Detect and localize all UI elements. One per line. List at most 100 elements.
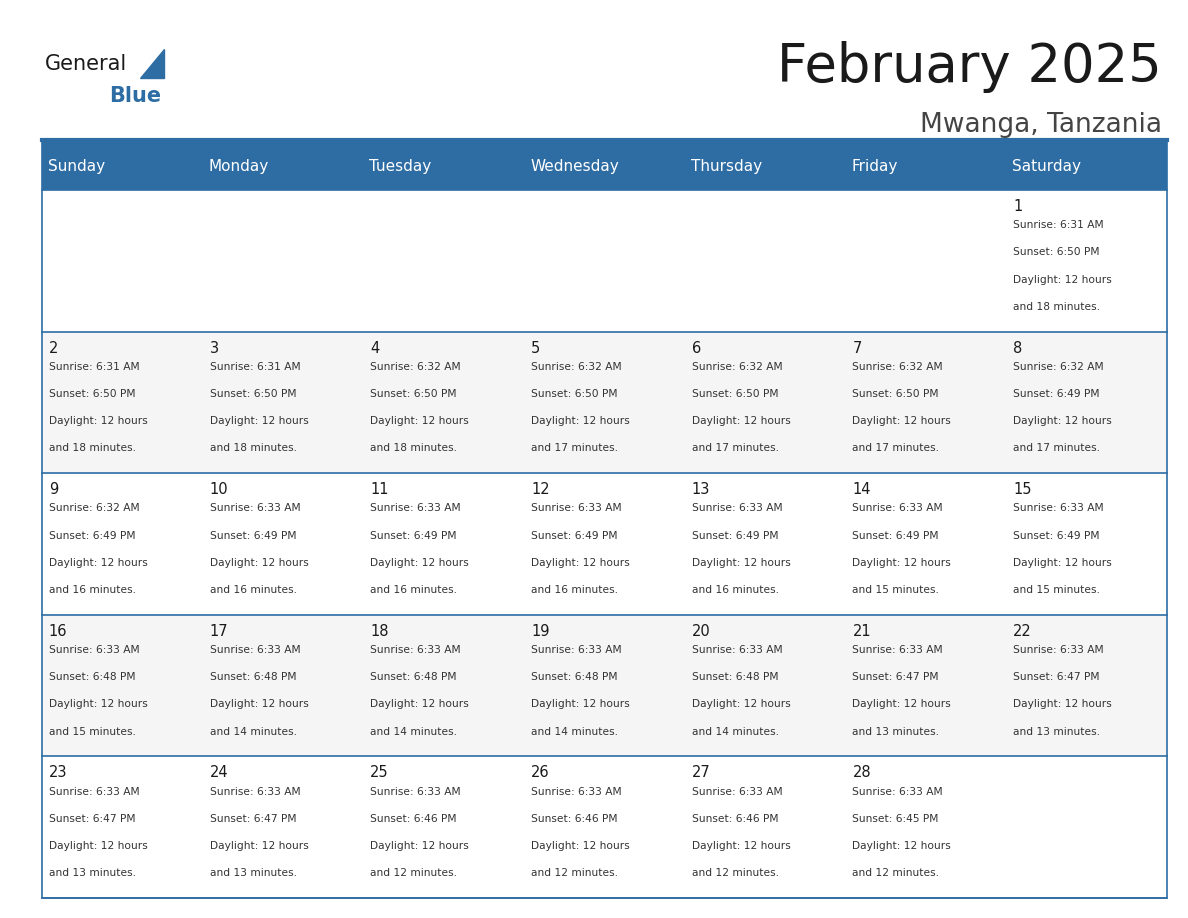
Text: and 14 minutes.: and 14 minutes. xyxy=(531,726,618,736)
Bar xyxy=(202,473,364,615)
Text: Sunset: 6:47 PM: Sunset: 6:47 PM xyxy=(49,813,135,823)
Text: Sunset: 6:49 PM: Sunset: 6:49 PM xyxy=(49,531,135,541)
Text: Wednesday: Wednesday xyxy=(530,159,619,174)
Text: Sunrise: 6:31 AM: Sunrise: 6:31 AM xyxy=(49,362,139,372)
Text: and 13 minutes.: and 13 minutes. xyxy=(209,868,297,879)
Text: and 18 minutes.: and 18 minutes. xyxy=(1013,302,1100,312)
Bar xyxy=(684,473,845,615)
Text: Sunset: 6:50 PM: Sunset: 6:50 PM xyxy=(1013,248,1100,257)
Text: Sunrise: 6:32 AM: Sunrise: 6:32 AM xyxy=(853,362,943,372)
Text: Sunset: 6:46 PM: Sunset: 6:46 PM xyxy=(371,813,456,823)
Text: Sunrise: 6:32 AM: Sunrise: 6:32 AM xyxy=(691,362,783,372)
Text: Sunset: 6:50 PM: Sunset: 6:50 PM xyxy=(209,389,296,399)
Text: 21: 21 xyxy=(853,624,871,639)
Text: Sunrise: 6:33 AM: Sunrise: 6:33 AM xyxy=(371,645,461,655)
Text: and 13 minutes.: and 13 minutes. xyxy=(49,868,135,879)
Text: 15: 15 xyxy=(1013,482,1031,498)
Bar xyxy=(845,473,1006,615)
Text: Sunrise: 6:33 AM: Sunrise: 6:33 AM xyxy=(371,787,461,797)
Text: 13: 13 xyxy=(691,482,710,498)
Bar xyxy=(364,331,524,473)
Text: Sunset: 6:49 PM: Sunset: 6:49 PM xyxy=(691,531,778,541)
Text: and 16 minutes.: and 16 minutes. xyxy=(49,585,135,595)
Bar xyxy=(1006,190,1167,331)
Text: Sunset: 6:49 PM: Sunset: 6:49 PM xyxy=(531,531,618,541)
Text: Thursday: Thursday xyxy=(691,159,762,174)
Bar xyxy=(1006,756,1167,898)
Text: 10: 10 xyxy=(209,482,228,498)
Text: Daylight: 12 hours: Daylight: 12 hours xyxy=(1013,416,1112,426)
Text: 1: 1 xyxy=(1013,199,1023,214)
Text: 27: 27 xyxy=(691,766,710,780)
Bar xyxy=(42,615,202,756)
Bar xyxy=(42,142,1167,190)
Text: Sunrise: 6:32 AM: Sunrise: 6:32 AM xyxy=(49,503,139,513)
Text: Sunset: 6:47 PM: Sunset: 6:47 PM xyxy=(1013,672,1100,682)
Text: Blue: Blue xyxy=(109,86,162,106)
Bar xyxy=(202,756,364,898)
Text: Sunset: 6:46 PM: Sunset: 6:46 PM xyxy=(531,813,618,823)
Text: Daylight: 12 hours: Daylight: 12 hours xyxy=(531,700,630,710)
Text: Sunrise: 6:33 AM: Sunrise: 6:33 AM xyxy=(371,503,461,513)
Bar xyxy=(524,190,684,331)
Text: Sunset: 6:46 PM: Sunset: 6:46 PM xyxy=(691,813,778,823)
Text: Sunrise: 6:32 AM: Sunrise: 6:32 AM xyxy=(371,362,461,372)
Text: 2: 2 xyxy=(49,341,58,356)
Text: Sunrise: 6:32 AM: Sunrise: 6:32 AM xyxy=(1013,362,1104,372)
Bar xyxy=(684,615,845,756)
Text: Mwanga, Tanzania: Mwanga, Tanzania xyxy=(920,112,1162,138)
Text: Daylight: 12 hours: Daylight: 12 hours xyxy=(49,416,147,426)
Bar xyxy=(684,190,845,331)
Text: Sunrise: 6:32 AM: Sunrise: 6:32 AM xyxy=(531,362,621,372)
Text: Sunset: 6:49 PM: Sunset: 6:49 PM xyxy=(1013,531,1100,541)
Text: Daylight: 12 hours: Daylight: 12 hours xyxy=(531,416,630,426)
Text: 6: 6 xyxy=(691,341,701,356)
Text: 7: 7 xyxy=(853,341,861,356)
Text: Sunset: 6:45 PM: Sunset: 6:45 PM xyxy=(853,813,939,823)
Text: and 16 minutes.: and 16 minutes. xyxy=(531,585,618,595)
Text: Daylight: 12 hours: Daylight: 12 hours xyxy=(49,558,147,568)
Text: and 18 minutes.: and 18 minutes. xyxy=(209,443,297,453)
Text: Sunrise: 6:33 AM: Sunrise: 6:33 AM xyxy=(691,787,783,797)
Text: General: General xyxy=(45,54,127,74)
Text: Sunset: 6:50 PM: Sunset: 6:50 PM xyxy=(853,389,939,399)
Text: and 16 minutes.: and 16 minutes. xyxy=(209,585,297,595)
Text: and 13 minutes.: and 13 minutes. xyxy=(1013,726,1100,736)
Text: Sunrise: 6:33 AM: Sunrise: 6:33 AM xyxy=(691,503,783,513)
Text: and 14 minutes.: and 14 minutes. xyxy=(691,726,778,736)
Text: and 18 minutes.: and 18 minutes. xyxy=(49,443,135,453)
Text: 5: 5 xyxy=(531,341,541,356)
Text: and 12 minutes.: and 12 minutes. xyxy=(531,868,618,879)
Text: Daylight: 12 hours: Daylight: 12 hours xyxy=(371,700,469,710)
Text: 16: 16 xyxy=(49,624,68,639)
Text: Daylight: 12 hours: Daylight: 12 hours xyxy=(209,841,308,851)
Text: Sunrise: 6:33 AM: Sunrise: 6:33 AM xyxy=(691,645,783,655)
Text: Sunset: 6:50 PM: Sunset: 6:50 PM xyxy=(691,389,778,399)
Text: Sunday: Sunday xyxy=(48,159,105,174)
Bar xyxy=(1006,615,1167,756)
Text: 3: 3 xyxy=(209,341,219,356)
Text: Daylight: 12 hours: Daylight: 12 hours xyxy=(49,700,147,710)
Text: Daylight: 12 hours: Daylight: 12 hours xyxy=(691,841,790,851)
Bar xyxy=(1006,331,1167,473)
Text: and 17 minutes.: and 17 minutes. xyxy=(853,443,940,453)
Text: Daylight: 12 hours: Daylight: 12 hours xyxy=(531,841,630,851)
Bar xyxy=(364,756,524,898)
Text: and 17 minutes.: and 17 minutes. xyxy=(531,443,618,453)
Text: Daylight: 12 hours: Daylight: 12 hours xyxy=(691,416,790,426)
Text: 24: 24 xyxy=(209,766,228,780)
Text: Sunset: 6:49 PM: Sunset: 6:49 PM xyxy=(853,531,939,541)
Text: 12: 12 xyxy=(531,482,550,498)
Text: 20: 20 xyxy=(691,624,710,639)
Text: Sunrise: 6:33 AM: Sunrise: 6:33 AM xyxy=(209,787,301,797)
Text: and 12 minutes.: and 12 minutes. xyxy=(371,868,457,879)
Bar xyxy=(42,190,202,331)
Text: 17: 17 xyxy=(209,624,228,639)
Text: Daylight: 12 hours: Daylight: 12 hours xyxy=(209,416,308,426)
Text: 19: 19 xyxy=(531,624,550,639)
Text: Daylight: 12 hours: Daylight: 12 hours xyxy=(853,416,952,426)
Text: and 13 minutes.: and 13 minutes. xyxy=(853,726,940,736)
Text: Sunrise: 6:33 AM: Sunrise: 6:33 AM xyxy=(49,787,139,797)
Text: Monday: Monday xyxy=(209,159,268,174)
Text: Sunset: 6:48 PM: Sunset: 6:48 PM xyxy=(371,672,456,682)
